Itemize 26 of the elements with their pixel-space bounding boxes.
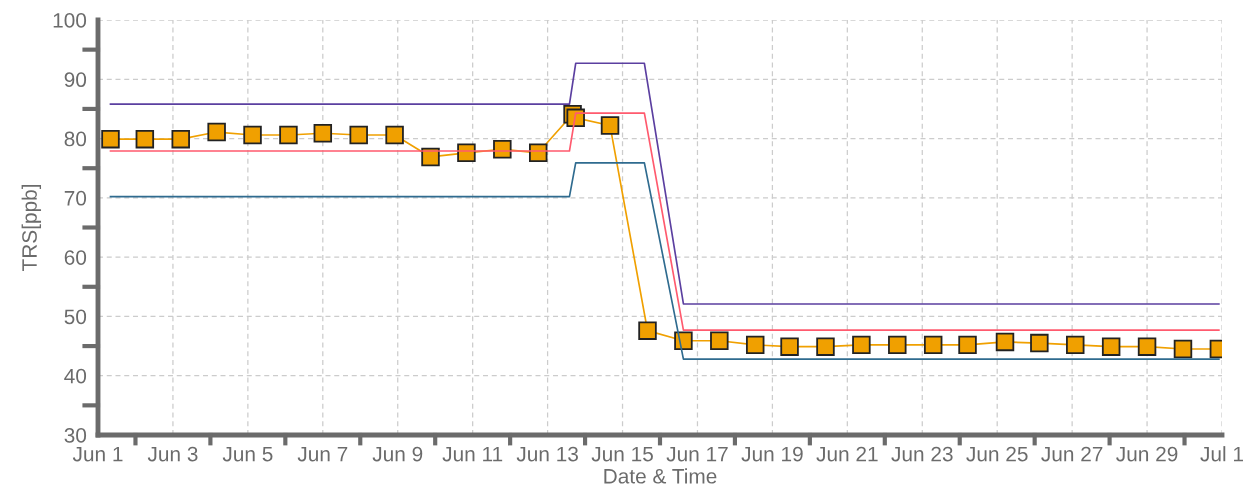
x-tick-label: Jun 27 — [1041, 446, 1103, 462]
x-tick-label: Jun 23 — [891, 446, 953, 462]
y-axis-title: TRS[ppb] — [21, 184, 42, 272]
y-tick-label: 80 — [64, 131, 87, 147]
x-tick-label: Jun 17 — [666, 446, 728, 462]
x-tick-label: Jun 5 — [222, 446, 273, 462]
y-tick-label: 90 — [64, 72, 87, 88]
y-tick-label: 70 — [64, 190, 87, 206]
x-tick-label: Jun 13 — [516, 446, 578, 462]
x-tick-label: Jul 1 — [1200, 446, 1243, 462]
y-tick-label: 50 — [64, 309, 87, 325]
x-tick-label: Jun 29 — [1116, 446, 1178, 462]
x-axis-title: Date & Time — [604, 468, 717, 484]
x-tick-label: Jun 7 — [297, 446, 348, 462]
x-tick-label: Jun 19 — [741, 446, 803, 462]
y-tick-label: 40 — [64, 368, 87, 384]
y-tick-label: 30 — [64, 428, 87, 443]
x-tick-label: Jun 3 — [147, 446, 198, 462]
x-tick-label: Jun 21 — [816, 446, 878, 462]
x-tick-label: Jun 25 — [966, 446, 1028, 462]
x-tick-label: Jun 1 — [72, 446, 123, 462]
x-tick-label: Jun 11 — [442, 446, 503, 462]
y-tick-label: 100 — [53, 13, 87, 28]
y-tick-label: 60 — [64, 250, 87, 265]
x-tick-label: Jun 9 — [372, 446, 423, 462]
x-tick-label: Jun 15 — [591, 446, 653, 462]
